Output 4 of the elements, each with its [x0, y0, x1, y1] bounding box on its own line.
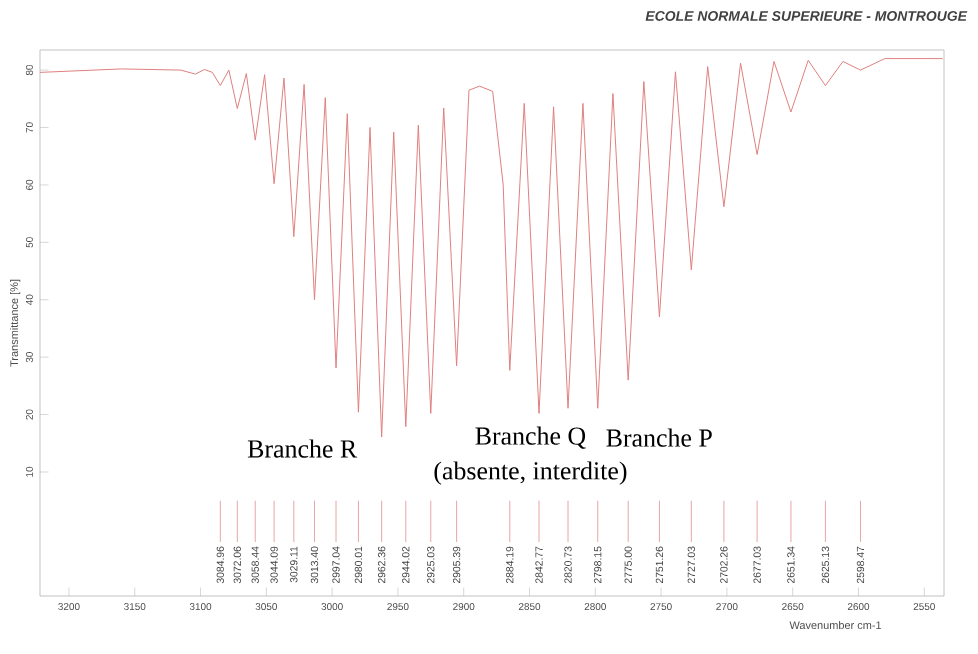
- annotation: Branche Q: [475, 426, 586, 449]
- annotation: Branche P: [606, 428, 712, 447]
- annotation: (absente, interdite): [434, 461, 627, 485]
- annotation: Branche R: [247, 439, 358, 458]
